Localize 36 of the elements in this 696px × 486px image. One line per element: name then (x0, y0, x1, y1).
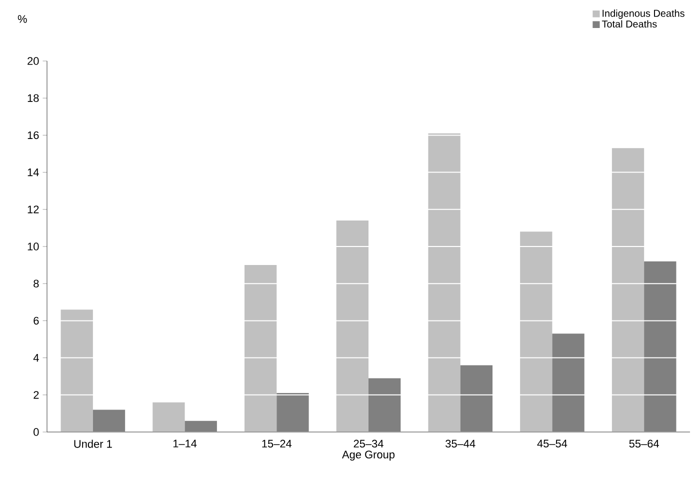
y-tick-label: 14 (28, 168, 39, 176)
y-tick-label: 2 (34, 391, 39, 399)
y-tick-label: 12 (28, 206, 39, 214)
bar (428, 133, 460, 432)
legend-label: Total Deaths (602, 20, 657, 28)
bar (60, 310, 93, 432)
y-tick-label: 6 (34, 316, 39, 325)
bar (460, 365, 493, 432)
bar (152, 402, 185, 432)
y-axis-title: % (18, 15, 27, 23)
y-tick-label: 20 (28, 57, 39, 65)
bar (92, 410, 126, 432)
legend-label: Indigenous Deaths (602, 10, 684, 19)
bar (644, 261, 676, 432)
x-tick-label: Under 1 (74, 440, 112, 448)
y-tick-label: 4 (33, 354, 39, 362)
x-tick-label: 55–64 (629, 440, 659, 448)
bar (552, 334, 584, 432)
x-tick-label: 35–44 (446, 440, 476, 448)
bar (276, 393, 309, 432)
y-tick-label: 18 (28, 94, 39, 102)
bar (336, 220, 369, 432)
y-tick-label: 10 (28, 242, 39, 250)
bar (184, 420, 217, 432)
x-axis-title: Age Group (342, 450, 395, 461)
bar (244, 265, 277, 432)
bar (612, 148, 644, 432)
x-tick-label: 25–34 (354, 440, 384, 448)
bar (368, 378, 401, 432)
x-tick-label: 1–14 (173, 440, 197, 448)
x-tick-label: 15–24 (262, 440, 292, 448)
bar (520, 232, 552, 432)
x-tick-label: 45–54 (537, 440, 568, 448)
y-tick-label: 0 (34, 428, 39, 436)
y-tick-label: 16 (28, 131, 39, 140)
y-tick-label: 8 (34, 280, 39, 288)
